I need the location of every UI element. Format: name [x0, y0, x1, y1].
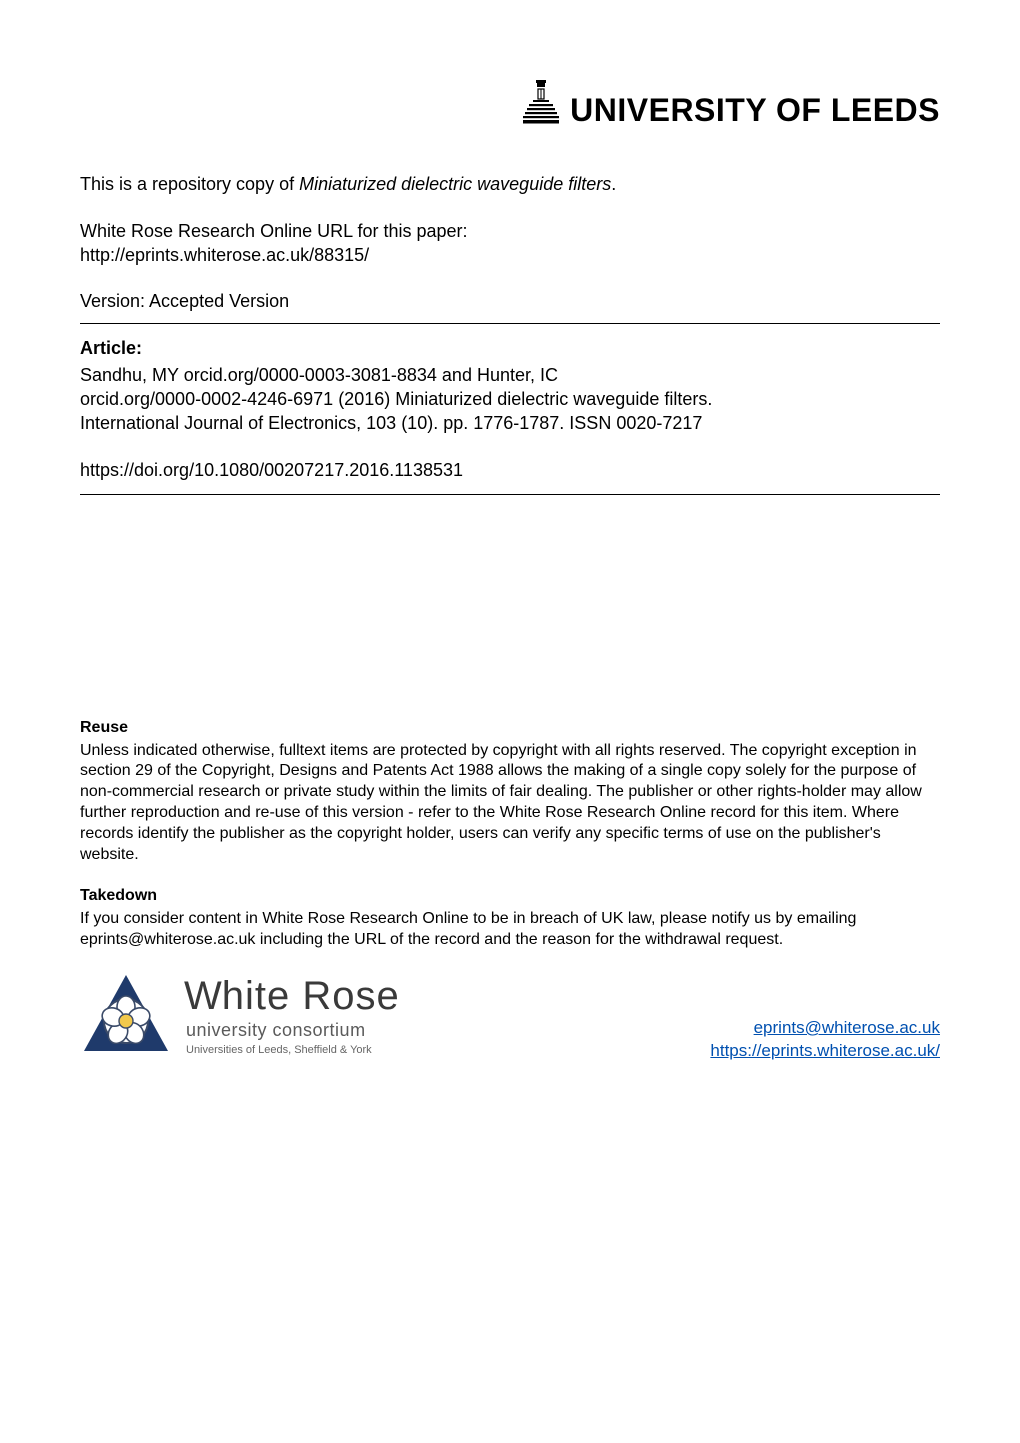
- footer-links: eprints@whiterose.ac.uk https://eprints.…: [710, 1017, 940, 1063]
- intro-prefix: This is a repository copy of: [80, 174, 299, 194]
- doi-link[interactable]: https://doi.org/10.1080/00207217.2016.11…: [80, 460, 463, 480]
- article-citation: Sandhu, MY orcid.org/0000-0003-3081-8834…: [80, 363, 940, 436]
- version-label: Version:: [80, 291, 149, 311]
- paper-url-block: White Rose Research Online URL for this …: [80, 219, 940, 268]
- repository-copy-statement: This is a repository copy of Miniaturize…: [80, 172, 940, 196]
- white-rose-flower-icon: [80, 971, 172, 1063]
- takedown-body: If you consider content in White Rose Re…: [80, 909, 940, 951]
- footer-email-link[interactable]: eprints@whiterose.ac.uk: [754, 1018, 940, 1037]
- article-authors-line1: Sandhu, MY orcid.org/0000-0003-3081-8834…: [80, 363, 940, 387]
- paper-url-link[interactable]: http://eprints.whiterose.ac.uk/88315/: [80, 245, 369, 265]
- footer-row: White Rose university consortium Univers…: [80, 971, 940, 1063]
- white-rose-logo-line3: Universities of Leeds, Sheffield & York: [186, 1043, 400, 1058]
- white-rose-logo-line2: university consortium: [186, 1018, 400, 1042]
- reuse-body: Unless indicated otherwise, fulltext ite…: [80, 741, 940, 866]
- white-rose-rest: hite Rose: [222, 974, 400, 1018]
- reuse-heading: Reuse: [80, 717, 940, 739]
- white-rose-logo-line1: White Rose: [184, 976, 400, 1016]
- paper-url-label: White Rose Research Online URL for this …: [80, 219, 940, 243]
- takedown-section: Takedown If you consider content in Whit…: [80, 885, 940, 950]
- white-rose-logo-text: White Rose university consortium Univers…: [184, 976, 400, 1058]
- paper-title-italic: Miniaturized dielectric waveguide filter…: [299, 174, 611, 194]
- footer-site-link[interactable]: https://eprints.whiterose.ac.uk/: [710, 1041, 940, 1060]
- version-line: Version: Accepted Version: [80, 289, 940, 313]
- header-logo-block: UNIVERSITY OF LEEDS: [80, 80, 940, 132]
- vertical-spacer: [80, 507, 940, 717]
- article-heading: Article:: [80, 336, 940, 360]
- intro-suffix: .: [611, 174, 616, 194]
- university-name: UNIVERSITY OF LEEDS: [570, 89, 940, 132]
- repository-cover-page: UNIVERSITY OF LEEDS This is a repository…: [0, 0, 1020, 1443]
- article-journal-line: International Journal of Electronics, 10…: [80, 411, 940, 435]
- version-value: Accepted Version: [149, 291, 289, 311]
- header-logo: UNIVERSITY OF LEEDS: [523, 80, 940, 132]
- article-authors-line2: orcid.org/0000-0002-4246-6971 (2016) Min…: [80, 387, 940, 411]
- doi-line: https://doi.org/10.1080/00207217.2016.11…: [80, 458, 940, 482]
- takedown-heading: Takedown: [80, 885, 940, 907]
- white-rose-w: W: [184, 974, 222, 1018]
- reuse-section: Reuse Unless indicated otherwise, fullte…: [80, 717, 940, 865]
- university-of-leeds-logo-icon: [523, 80, 559, 132]
- white-rose-logo: White Rose university consortium Univers…: [80, 971, 400, 1063]
- divider-rule-top: [80, 323, 940, 324]
- divider-rule-bottom: [80, 494, 940, 495]
